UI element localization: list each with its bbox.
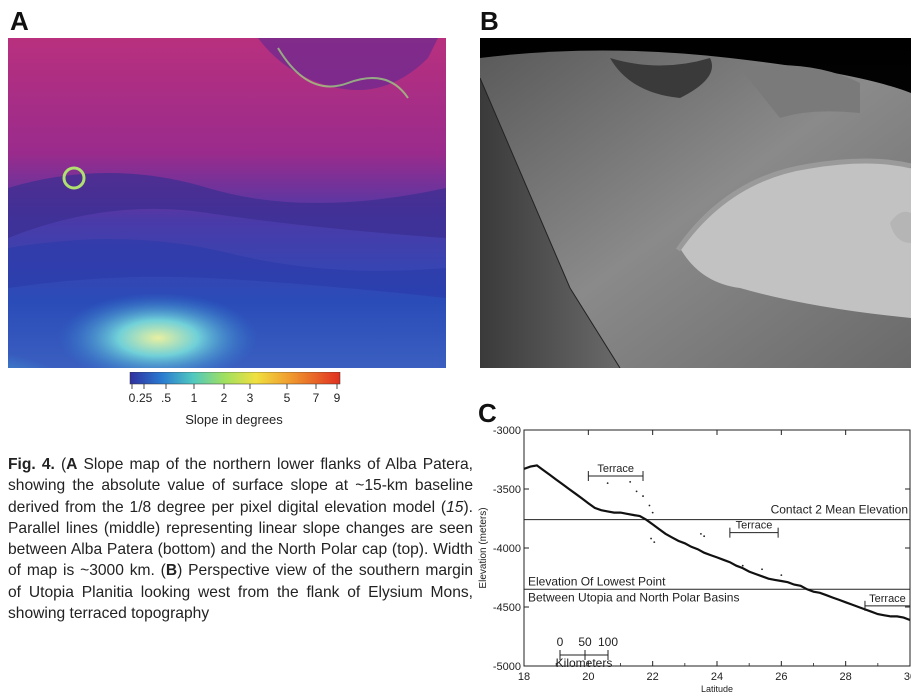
elevation-series-line bbox=[523, 464, 911, 622]
terrace-label: Terrace bbox=[869, 593, 906, 605]
reference-line-label: Contact 2 Mean Elevation bbox=[771, 503, 908, 517]
y-tick-label: -4000 bbox=[493, 543, 521, 555]
x-axis-label: Latitude bbox=[701, 684, 733, 694]
colorbar-tick-label: 0 bbox=[129, 391, 136, 405]
figure-label: Fig. 4. bbox=[8, 456, 55, 473]
colorbar-tick-label: .5 bbox=[161, 391, 171, 405]
caption-text-a2: ). Parallel lines (middle) representing … bbox=[8, 498, 473, 580]
figure-caption: Fig. 4. (A Slope map of the northern low… bbox=[8, 454, 473, 624]
scatter-point bbox=[648, 504, 651, 507]
reference-line-label-2: Between Utopia and North Polar Basins bbox=[528, 590, 739, 604]
x-tick-label: 28 bbox=[840, 671, 852, 683]
colorbar: 0.25 .5 1 2 3 5 7 9 Slope in degrees bbox=[128, 371, 348, 432]
colorbar-tick-label: 7 bbox=[313, 391, 320, 405]
caption-text-a1: Slope map of the northern lower flanks o… bbox=[8, 456, 473, 516]
x-tick-label: 24 bbox=[711, 671, 723, 683]
reference-line-label: Elevation Of Lowest Point bbox=[528, 574, 666, 588]
y-axis-label: Elevation (meters) bbox=[478, 507, 489, 588]
panel-label-a: A bbox=[10, 6, 29, 36]
colorbar-tick-label: 3 bbox=[247, 391, 254, 405]
scatter-point bbox=[703, 535, 706, 538]
y-tick-label: -3000 bbox=[493, 425, 521, 437]
perspective-view-image bbox=[480, 38, 911, 368]
caption-text-b: ) Perspective view of the southern margi… bbox=[8, 562, 473, 623]
x-tick-label: 30 bbox=[904, 671, 911, 683]
scalebar-tick-label: 0 bbox=[557, 635, 564, 649]
scalebar-tick-label: 50 bbox=[578, 635, 592, 649]
x-tick-label: 22 bbox=[647, 671, 659, 683]
scalebar-tick-label: 100 bbox=[598, 635, 618, 649]
caption-part-b-letter: B bbox=[165, 562, 178, 580]
scatter-point bbox=[650, 537, 652, 540]
scatter-point bbox=[653, 541, 656, 543]
colorbar-tick-label: .25 bbox=[136, 391, 153, 405]
caption-part-a-letter: A bbox=[66, 456, 78, 473]
panel-label-c: C bbox=[478, 398, 497, 428]
scatter-point bbox=[629, 481, 632, 483]
scalebar-label: Kilometers bbox=[556, 656, 613, 670]
terrace-label: Terrace bbox=[597, 463, 634, 475]
colorbar-tick-label: 5 bbox=[284, 391, 291, 405]
scatter-point bbox=[642, 495, 644, 497]
scatter-point bbox=[700, 532, 702, 535]
y-tick-label: -4500 bbox=[493, 602, 521, 614]
colorbar-gradient bbox=[129, 371, 341, 385]
caption-reference: 15 bbox=[446, 498, 464, 516]
scatter-point bbox=[651, 511, 654, 514]
scatter-point bbox=[741, 564, 744, 567]
scatter-point bbox=[761, 568, 763, 571]
y-tick-label: -5000 bbox=[493, 661, 521, 673]
colorbar-tick-label: 2 bbox=[221, 391, 228, 405]
terrace-label: Terrace bbox=[736, 520, 773, 532]
y-tick-label: -3500 bbox=[493, 484, 521, 496]
elevation-profile-chart: 18 20 22 24 26 28 30 -3000 -3500 -4000 -4500 -5000 L… bbox=[470, 416, 911, 700]
scatter-point bbox=[635, 490, 638, 493]
x-tick-label: 18 bbox=[518, 671, 530, 683]
colorbar-tick-label: 9 bbox=[334, 391, 341, 405]
x-tick-label: 20 bbox=[582, 671, 594, 683]
colorbar-tick-label: 1 bbox=[191, 391, 198, 405]
x-tick-label: 26 bbox=[775, 671, 787, 683]
panel-label-b: B bbox=[480, 6, 499, 36]
scatter-point bbox=[606, 482, 609, 484]
colorbar-label: Slope in degrees bbox=[185, 412, 283, 427]
caption-open-paren-a: ( bbox=[60, 456, 67, 473]
plot-frame bbox=[523, 429, 911, 667]
scatter-point bbox=[780, 574, 783, 577]
slope-map-image bbox=[8, 38, 446, 368]
